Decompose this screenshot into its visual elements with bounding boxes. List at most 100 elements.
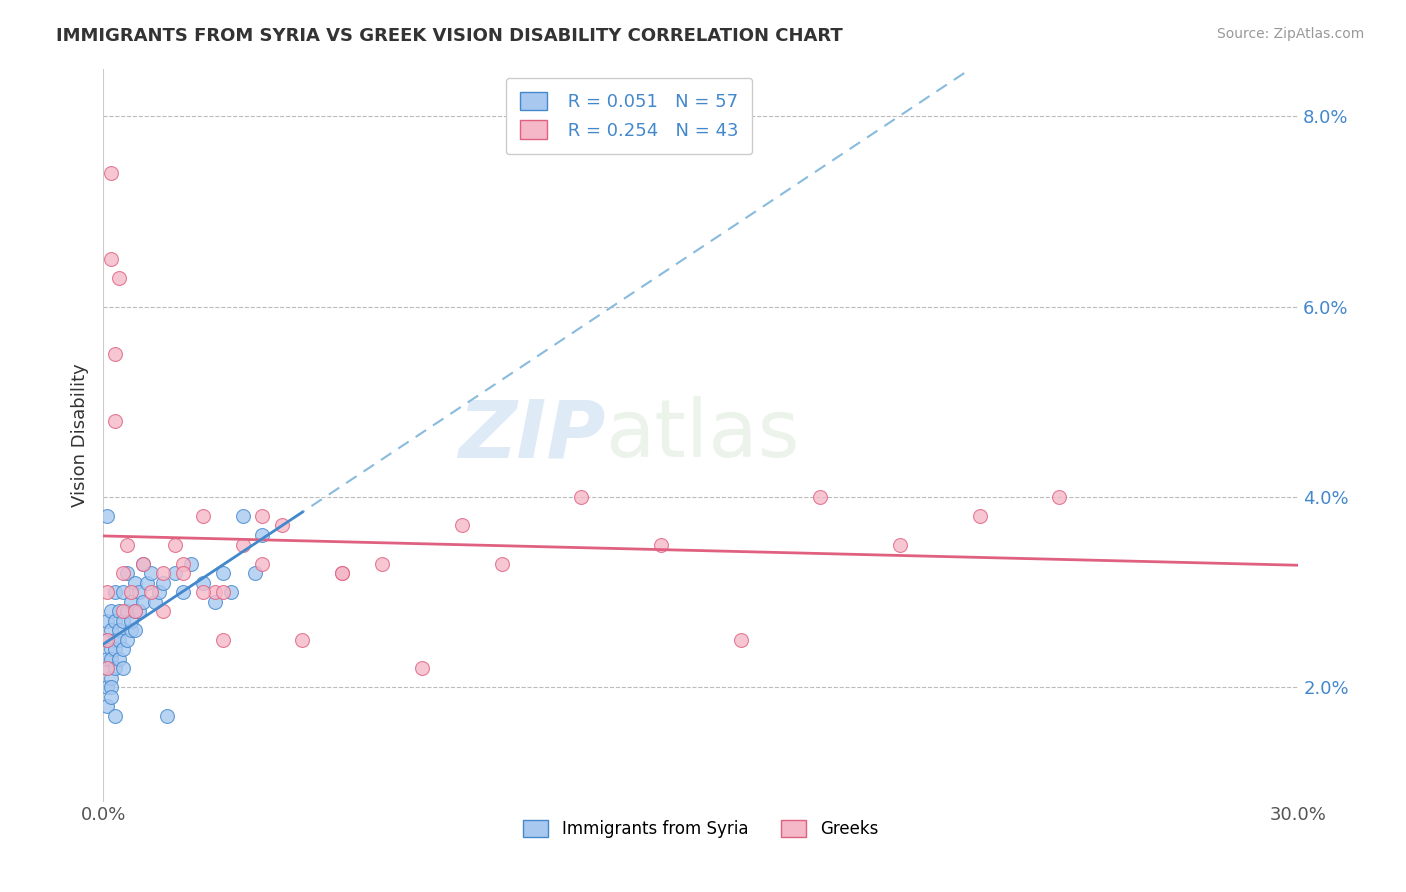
Point <box>969 508 991 523</box>
Point <box>96 661 118 675</box>
Point <box>191 575 214 590</box>
Point <box>191 585 214 599</box>
Point <box>271 518 294 533</box>
Point <box>120 614 142 628</box>
Text: Source: ZipAtlas.com: Source: ZipAtlas.com <box>1216 27 1364 41</box>
Point <box>115 632 138 647</box>
Point <box>411 661 433 675</box>
Point <box>104 632 127 647</box>
Point <box>100 652 122 666</box>
Point <box>124 604 146 618</box>
Point <box>100 166 122 180</box>
Point <box>104 642 127 657</box>
Point <box>120 585 142 599</box>
Point <box>232 508 254 523</box>
Point <box>252 508 274 523</box>
Point <box>108 604 131 618</box>
Point <box>104 414 127 428</box>
Point <box>100 604 122 618</box>
Point <box>243 566 266 580</box>
Point <box>252 557 274 571</box>
Point <box>191 508 214 523</box>
Point <box>96 632 118 647</box>
Point <box>104 661 127 675</box>
Point <box>124 575 146 590</box>
Point <box>100 252 122 266</box>
Point <box>211 566 233 580</box>
Point <box>128 604 150 618</box>
Point <box>152 575 174 590</box>
Point <box>491 557 513 571</box>
Point <box>252 528 274 542</box>
Point <box>96 681 118 695</box>
Point <box>120 624 142 638</box>
Point <box>569 490 592 504</box>
Point <box>100 690 122 704</box>
Point <box>136 575 159 590</box>
Point <box>1047 490 1070 504</box>
Point <box>115 566 138 580</box>
Point <box>139 566 162 580</box>
Point <box>180 557 202 571</box>
Point <box>96 585 118 599</box>
Point <box>120 594 142 608</box>
Point <box>330 566 353 580</box>
Point <box>204 594 226 608</box>
Point <box>100 624 122 638</box>
Point <box>219 585 242 599</box>
Text: IMMIGRANTS FROM SYRIA VS GREEK VISION DISABILITY CORRELATION CHART: IMMIGRANTS FROM SYRIA VS GREEK VISION DI… <box>56 27 844 45</box>
Point <box>371 557 394 571</box>
Legend: Immigrants from Syria, Greeks: Immigrants from Syria, Greeks <box>516 813 884 845</box>
Point <box>232 537 254 551</box>
Point <box>112 566 135 580</box>
Point <box>100 642 122 657</box>
Point <box>172 585 194 599</box>
Point <box>104 709 127 723</box>
Point <box>132 557 155 571</box>
Point <box>211 585 233 599</box>
Point <box>96 508 118 523</box>
Point <box>152 604 174 618</box>
Point <box>124 624 146 638</box>
Point <box>211 632 233 647</box>
Point <box>330 566 353 580</box>
Point <box>650 537 672 551</box>
Point <box>108 624 131 638</box>
Point <box>112 604 135 618</box>
Point <box>112 585 135 599</box>
Point <box>148 585 170 599</box>
Point <box>132 557 155 571</box>
Point <box>108 271 131 285</box>
Point <box>115 537 138 551</box>
Point <box>104 585 127 599</box>
Point <box>96 632 118 647</box>
Point <box>112 661 135 675</box>
Y-axis label: Vision Disability: Vision Disability <box>72 363 89 507</box>
Point <box>96 614 118 628</box>
Text: ZIP: ZIP <box>458 396 605 474</box>
Point <box>96 661 118 675</box>
Point <box>730 632 752 647</box>
Point <box>112 614 135 628</box>
Point <box>112 642 135 657</box>
Point <box>163 566 186 580</box>
Point <box>108 652 131 666</box>
Point <box>156 709 179 723</box>
Point <box>139 585 162 599</box>
Point <box>96 699 118 714</box>
Point <box>128 585 150 599</box>
Point <box>163 537 186 551</box>
Point <box>100 671 122 685</box>
Point <box>450 518 472 533</box>
Point <box>152 566 174 580</box>
Point <box>124 604 146 618</box>
Point <box>104 614 127 628</box>
Text: atlas: atlas <box>605 396 800 474</box>
Point <box>108 632 131 647</box>
Point <box>808 490 831 504</box>
Point <box>132 594 155 608</box>
Point <box>104 347 127 361</box>
Point <box>172 566 194 580</box>
Point <box>143 594 166 608</box>
Point <box>204 585 226 599</box>
